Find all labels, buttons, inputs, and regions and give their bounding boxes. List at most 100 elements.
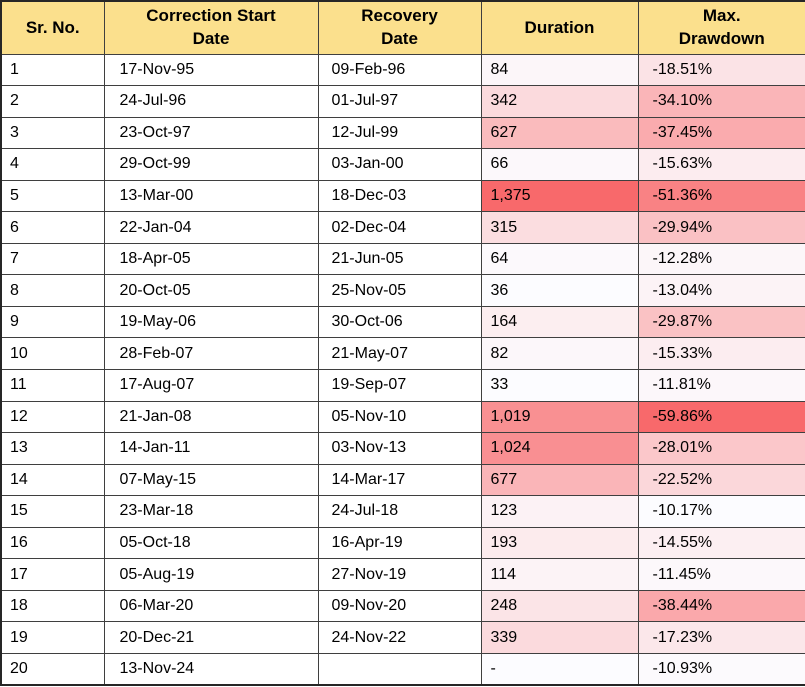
duration-cell[interactable]: 114 <box>480 558 639 591</box>
recovery-date-cell[interactable]: 24-Nov-22 <box>317 621 482 654</box>
duration-cell[interactable]: 123 <box>480 495 639 528</box>
drawdown-cell[interactable]: -10.17% <box>637 495 805 528</box>
drawdown-cell[interactable]: -15.63% <box>637 148 805 181</box>
sr-no-cell[interactable]: 7 <box>0 242 105 276</box>
recovery-date-cell[interactable]: 19-Sep-07 <box>317 368 482 402</box>
start-date-cell[interactable]: 22-Jan-04 <box>103 211 319 244</box>
drawdown-cell[interactable]: -51.36% <box>637 179 805 213</box>
drawdown-cell[interactable]: -12.28% <box>637 242 805 276</box>
start-date-cell[interactable]: 17-Nov-95 <box>103 53 319 87</box>
start-date-cell[interactable]: 19-May-06 <box>103 305 319 339</box>
sr-no-cell[interactable]: 12 <box>0 400 105 434</box>
start-date-cell[interactable]: 14-Jan-11 <box>103 432 319 465</box>
recovery-date-cell[interactable]: 09-Nov-20 <box>317 589 482 623</box>
sr-no-cell[interactable]: 9 <box>0 305 105 339</box>
sr-no-cell[interactable]: 16 <box>0 526 105 560</box>
sr-no-cell[interactable]: 11 <box>0 368 105 402</box>
recovery-date-cell[interactable]: 05-Nov-10 <box>317 400 482 434</box>
start-date-cell[interactable]: 06-Mar-20 <box>103 589 319 623</box>
drawdown-cell[interactable]: -34.10% <box>637 85 805 118</box>
drawdown-cell[interactable]: -22.52% <box>637 463 805 497</box>
duration-cell[interactable]: 677 <box>480 463 639 497</box>
duration-cell[interactable]: 82 <box>480 337 639 370</box>
sr-no-cell[interactable]: 19 <box>0 621 105 654</box>
sr-no-cell[interactable]: 17 <box>0 558 105 591</box>
start-date-cell[interactable]: 05-Oct-18 <box>103 526 319 560</box>
sr-no-cell[interactable]: 4 <box>0 148 105 181</box>
start-date-cell[interactable]: 07-May-15 <box>103 463 319 497</box>
recovery-date-cell[interactable]: 01-Jul-97 <box>317 85 482 118</box>
recovery-date-cell[interactable]: 03-Jan-00 <box>317 148 482 181</box>
sr-no-cell[interactable]: 20 <box>0 652 105 686</box>
start-date-cell[interactable]: 13-Mar-00 <box>103 179 319 213</box>
sr-no-cell[interactable]: 3 <box>0 116 105 150</box>
recovery-date-cell[interactable]: 12-Jul-99 <box>317 116 482 150</box>
recovery-date-cell[interactable]: 18-Dec-03 <box>317 179 482 213</box>
sr-no-cell[interactable]: 8 <box>0 274 105 307</box>
recovery-date-cell[interactable]: 27-Nov-19 <box>317 558 482 591</box>
drawdown-cell[interactable]: -28.01% <box>637 432 805 465</box>
recovery-date-cell[interactable]: 16-Apr-19 <box>317 526 482 560</box>
recovery-date-cell[interactable] <box>317 652 482 686</box>
start-date-cell[interactable]: 18-Apr-05 <box>103 242 319 276</box>
start-date-cell[interactable]: 20-Oct-05 <box>103 274 319 307</box>
recovery-date-cell[interactable]: 21-May-07 <box>317 337 482 370</box>
start-date-cell[interactable]: 24-Jul-96 <box>103 85 319 118</box>
sr-no-cell[interactable]: 6 <box>0 211 105 244</box>
column-header-sr-no[interactable]: Sr. No. <box>0 0 105 55</box>
start-date-cell[interactable]: 20-Dec-21 <box>103 621 319 654</box>
start-date-cell[interactable]: 17-Aug-07 <box>103 368 319 402</box>
recovery-date-cell[interactable]: 03-Nov-13 <box>317 432 482 465</box>
sr-no-cell[interactable]: 1 <box>0 53 105 87</box>
sr-no-cell[interactable]: 5 <box>0 179 105 213</box>
start-date-cell[interactable]: 28-Feb-07 <box>103 337 319 370</box>
duration-cell[interactable]: 33 <box>480 368 639 402</box>
recovery-date-cell[interactable]: 25-Nov-05 <box>317 274 482 307</box>
drawdown-cell[interactable]: -59.86% <box>637 400 805 434</box>
duration-cell[interactable]: 193 <box>480 526 639 560</box>
drawdown-cell[interactable]: -11.45% <box>637 558 805 591</box>
column-header-max-drawdown[interactable]: Max. Drawdown <box>637 0 805 55</box>
column-header-recovery-date[interactable]: Recovery Date <box>317 0 482 55</box>
duration-cell[interactable]: 342 <box>480 85 639 118</box>
sr-no-cell[interactable]: 10 <box>0 337 105 370</box>
start-date-cell[interactable]: 13-Nov-24 <box>103 652 319 686</box>
drawdown-cell[interactable]: -13.04% <box>637 274 805 307</box>
drawdown-cell[interactable]: -15.33% <box>637 337 805 370</box>
sr-no-cell[interactable]: 18 <box>0 589 105 623</box>
drawdown-cell[interactable]: -29.87% <box>637 305 805 339</box>
recovery-date-cell[interactable]: 09-Feb-96 <box>317 53 482 87</box>
drawdown-cell[interactable]: -10.93% <box>637 652 805 686</box>
drawdown-cell[interactable]: -14.55% <box>637 526 805 560</box>
drawdown-cell[interactable]: -17.23% <box>637 621 805 654</box>
duration-cell[interactable]: 1,019 <box>480 400 639 434</box>
start-date-cell[interactable]: 23-Oct-97 <box>103 116 319 150</box>
duration-cell[interactable]: 1,375 <box>480 179 639 213</box>
duration-cell[interactable]: - <box>480 652 639 686</box>
sr-no-cell[interactable]: 13 <box>0 432 105 465</box>
recovery-date-cell[interactable]: 14-Mar-17 <box>317 463 482 497</box>
start-date-cell[interactable]: 23-Mar-18 <box>103 495 319 528</box>
drawdown-cell[interactable]: -37.45% <box>637 116 805 150</box>
recovery-date-cell[interactable]: 24-Jul-18 <box>317 495 482 528</box>
duration-cell[interactable]: 1,024 <box>480 432 639 465</box>
recovery-date-cell[interactable]: 30-Oct-06 <box>317 305 482 339</box>
drawdown-cell[interactable]: -38.44% <box>637 589 805 623</box>
start-date-cell[interactable]: 21-Jan-08 <box>103 400 319 434</box>
duration-cell[interactable]: 627 <box>480 116 639 150</box>
sr-no-cell[interactable]: 14 <box>0 463 105 497</box>
column-header-correction-start[interactable]: Correction Start Date <box>103 0 319 55</box>
drawdown-cell[interactable]: -29.94% <box>637 211 805 244</box>
duration-cell[interactable]: 315 <box>480 211 639 244</box>
start-date-cell[interactable]: 05-Aug-19 <box>103 558 319 591</box>
recovery-date-cell[interactable]: 21-Jun-05 <box>317 242 482 276</box>
duration-cell[interactable]: 339 <box>480 621 639 654</box>
sr-no-cell[interactable]: 15 <box>0 495 105 528</box>
recovery-date-cell[interactable]: 02-Dec-04 <box>317 211 482 244</box>
column-header-duration[interactable]: Duration <box>480 0 639 55</box>
drawdown-cell[interactable]: -11.81% <box>637 368 805 402</box>
duration-cell[interactable]: 66 <box>480 148 639 181</box>
duration-cell[interactable]: 84 <box>480 53 639 87</box>
duration-cell[interactable]: 248 <box>480 589 639 623</box>
duration-cell[interactable]: 64 <box>480 242 639 276</box>
